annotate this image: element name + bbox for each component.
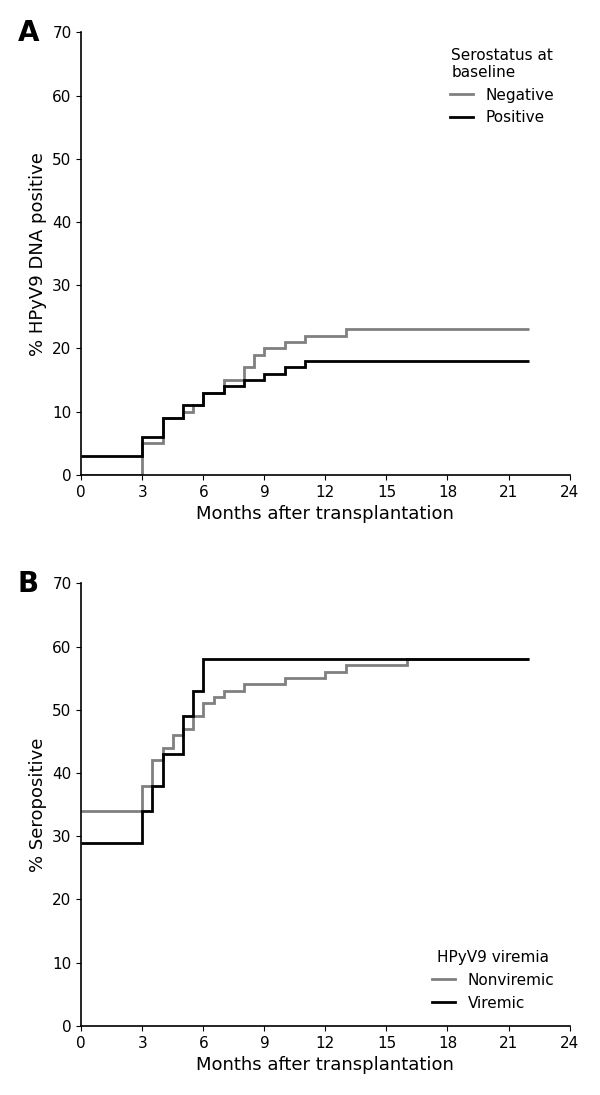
Legend: Nonviremic, Viremic: Nonviremic, Viremic [425,943,562,1018]
Legend: Negative, Positive: Negative, Positive [443,41,562,132]
X-axis label: Months after transplantation: Months after transplantation [196,1057,454,1074]
Text: A: A [18,19,40,47]
Y-axis label: % Seropositive: % Seropositive [29,737,47,872]
Text: B: B [18,570,39,598]
X-axis label: Months after transplantation: Months after transplantation [196,505,454,523]
Y-axis label: % HPyV9 DNA positive: % HPyV9 DNA positive [29,152,47,356]
